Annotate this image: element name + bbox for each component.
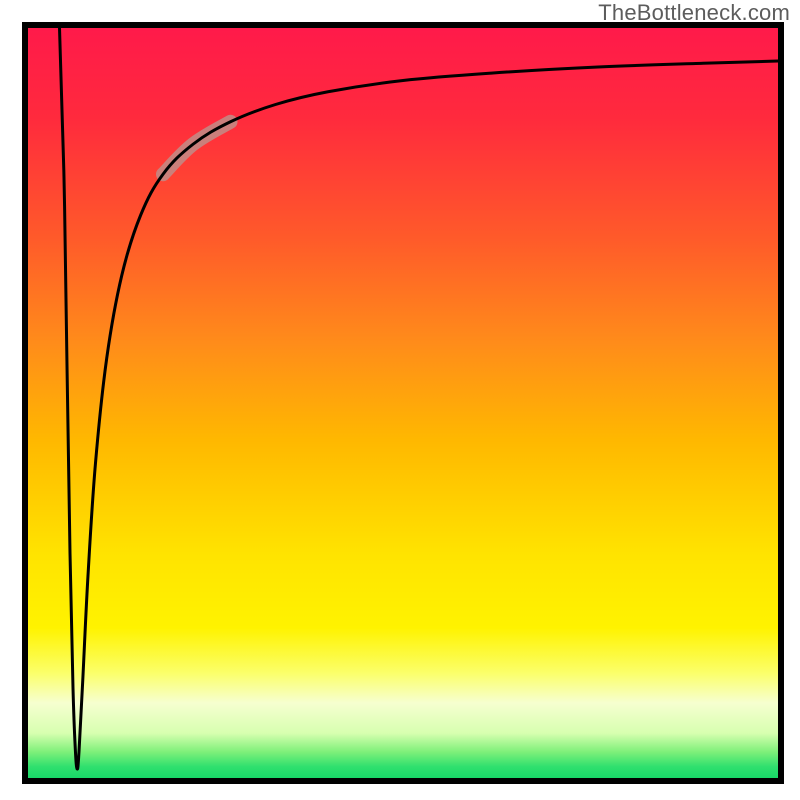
chart-canvas: TheBottleneck.com bbox=[0, 0, 800, 800]
bottleneck-chart bbox=[0, 0, 800, 800]
watermark-text: TheBottleneck.com bbox=[598, 0, 790, 26]
gradient-background bbox=[28, 28, 778, 778]
